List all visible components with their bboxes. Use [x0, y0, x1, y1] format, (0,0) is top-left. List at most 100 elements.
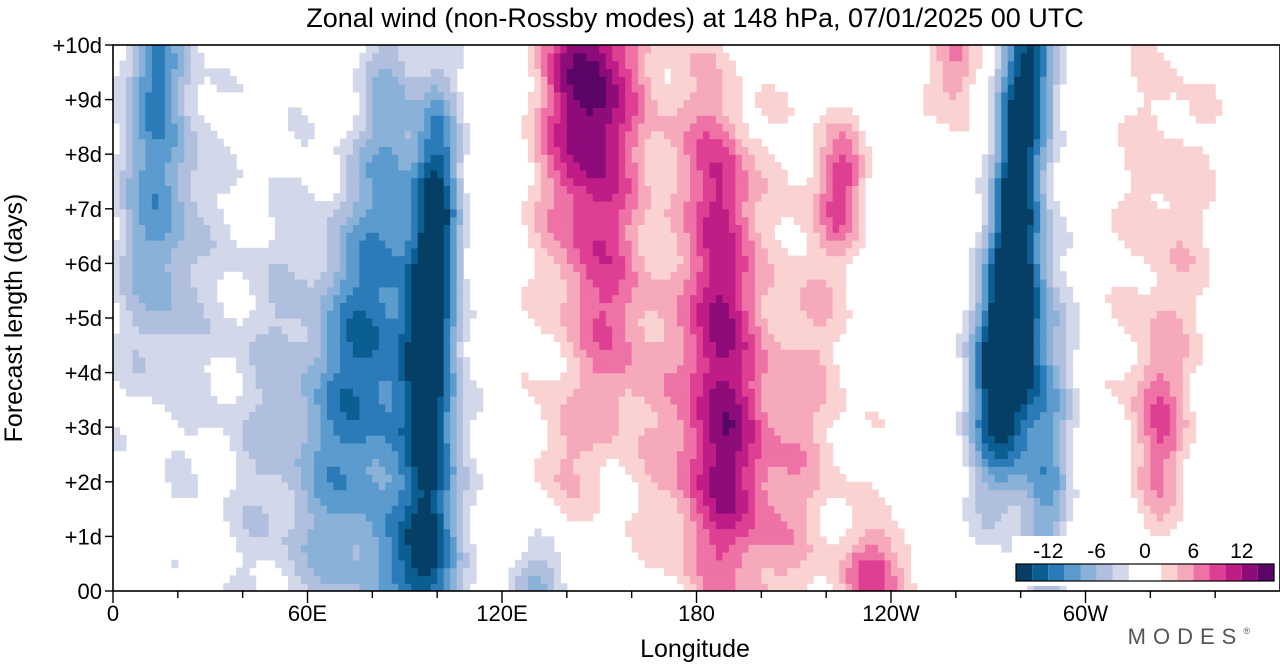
field-cell	[826, 286, 834, 296]
field-cell	[223, 247, 231, 257]
field-cell	[994, 520, 1002, 530]
field-cell	[573, 310, 581, 319]
field-cell	[722, 380, 730, 389]
field-cell	[450, 427, 458, 436]
field-cell	[1020, 318, 1028, 327]
field-cell	[1033, 247, 1041, 257]
field-cell	[1027, 474, 1035, 483]
field-cell	[1014, 341, 1022, 350]
field-cell	[761, 435, 769, 444]
field-cell	[547, 567, 555, 576]
field-cell	[741, 364, 749, 374]
field-cell	[320, 318, 328, 327]
field-cell	[326, 520, 335, 530]
field-cell	[430, 364, 438, 374]
field-cell	[813, 279, 821, 288]
field-cell	[592, 349, 600, 358]
field-cell	[644, 364, 652, 374]
field-cell	[1150, 294, 1158, 303]
field-cell	[1040, 279, 1048, 288]
field-cell	[1143, 357, 1151, 366]
field-cell	[378, 279, 386, 288]
field-cell	[1007, 466, 1015, 475]
field-cell	[1059, 520, 1067, 530]
field-cell	[800, 357, 808, 366]
field-cell	[683, 396, 691, 405]
field-cell	[242, 333, 250, 342]
field-cell	[690, 559, 698, 569]
field-cell	[313, 567, 322, 576]
field-cell	[664, 481, 672, 491]
field-cell	[450, 286, 458, 296]
field-cell	[625, 372, 633, 381]
field-cell	[1007, 333, 1015, 342]
field-cell	[1150, 255, 1158, 264]
field-cell	[1143, 310, 1151, 319]
field-cell	[728, 497, 736, 506]
field-cell	[313, 271, 322, 280]
field-cell	[994, 302, 1002, 311]
field-cell	[748, 364, 756, 374]
field-cell	[171, 294, 179, 303]
field-cell	[690, 396, 698, 405]
field-cell	[631, 403, 639, 413]
field-cell	[631, 341, 639, 350]
field-cell	[424, 497, 432, 506]
field-cell	[735, 497, 743, 506]
field-cell	[301, 341, 309, 350]
field-cell	[819, 364, 827, 374]
field-cell	[690, 279, 698, 288]
field-cell	[1033, 380, 1041, 389]
field-cell	[301, 442, 309, 452]
field-cell	[780, 489, 788, 498]
field-cell	[683, 263, 691, 272]
field-cell	[1169, 333, 1177, 342]
field-cell	[761, 364, 769, 374]
field-cell	[1001, 427, 1009, 436]
field-cell	[184, 388, 192, 397]
field-cell	[683, 442, 691, 452]
field-cell	[430, 302, 438, 311]
field-cell	[955, 411, 963, 420]
field-cell	[1014, 419, 1022, 428]
field-cell	[456, 505, 464, 514]
field-cell	[1053, 333, 1061, 342]
field-cell	[579, 357, 587, 366]
field-cell	[592, 481, 600, 491]
field-cell	[728, 349, 736, 358]
field-cell	[378, 458, 386, 467]
field-cell	[819, 349, 827, 358]
field-cell	[1169, 294, 1177, 303]
field-cell	[981, 403, 989, 413]
field-cell	[1027, 380, 1035, 389]
field-cell	[430, 279, 438, 288]
field-cell	[566, 489, 574, 498]
field-cell	[424, 247, 432, 257]
field-cell	[813, 380, 821, 389]
field-cell	[294, 388, 302, 397]
field-cell	[683, 450, 691, 459]
field-cell	[1150, 497, 1158, 506]
field-cell	[443, 567, 451, 576]
field-cell	[281, 396, 289, 405]
field-cell	[164, 403, 172, 413]
field-cell	[275, 310, 283, 319]
field-cell	[722, 559, 730, 569]
field-cell	[839, 403, 847, 413]
field-cell	[800, 474, 808, 483]
field-cell	[690, 263, 698, 272]
field-cell	[968, 435, 976, 444]
field-cell	[586, 489, 594, 498]
field-cell	[670, 411, 678, 420]
field-cell	[839, 489, 847, 498]
field-cell	[255, 489, 263, 498]
field-cell	[579, 333, 587, 342]
field-cell	[339, 255, 347, 264]
field-cell	[1001, 435, 1009, 444]
field-cell	[638, 528, 646, 537]
field-cell	[177, 341, 185, 350]
field-cell	[145, 349, 153, 358]
field-cell	[1014, 380, 1022, 389]
field-cell	[1182, 388, 1190, 397]
field-cell	[728, 419, 736, 428]
